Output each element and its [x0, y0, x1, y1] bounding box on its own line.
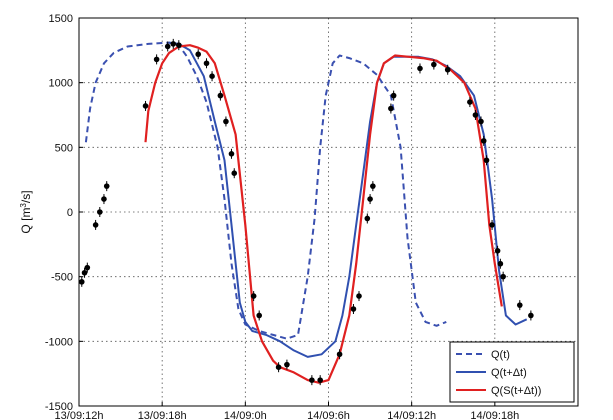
observation-point — [417, 65, 423, 72]
y-tick-label: 1000 — [49, 78, 73, 90]
observation-point — [228, 151, 235, 157]
x-tick-label: 14/09:6h — [307, 410, 350, 420]
x-axis: 13/09:12h 13/09:18h 14/09:0h 14/09:6h 14/09:… — [55, 402, 519, 420]
series-line-2 — [144, 44, 503, 384]
observation-point — [256, 312, 262, 319]
x-tick-label: 14/09:0h — [224, 410, 267, 420]
legend-label: Q(S(t+Δt)) — [491, 385, 541, 397]
observation-point — [170, 41, 177, 47]
observation-point — [431, 61, 437, 68]
observation-point — [275, 364, 282, 371]
observation-point — [390, 92, 397, 99]
observation-point — [309, 377, 315, 383]
observation-point — [96, 209, 103, 215]
observation-point — [494, 248, 501, 254]
series-layer — [78, 38, 534, 386]
observation-markers — [78, 38, 534, 386]
y-axis-label-prefix: Q [m — [19, 208, 33, 234]
observation-point — [317, 377, 323, 383]
observation-point — [84, 264, 91, 271]
observation-point — [103, 183, 110, 189]
observation-point — [356, 293, 362, 299]
observation-point — [350, 306, 357, 312]
observation-point — [223, 118, 229, 125]
observation-point — [142, 103, 149, 109]
observation-point — [480, 138, 487, 144]
observation-point — [364, 215, 371, 222]
observation-point — [367, 196, 373, 202]
observation-point — [388, 105, 394, 112]
observation-point — [528, 312, 534, 319]
y-tick-label: 500 — [55, 142, 73, 154]
observation-point — [203, 60, 210, 67]
x-tick-label: 14/09:12h — [387, 410, 436, 420]
observation-point — [231, 170, 238, 176]
observation-point — [489, 222, 495, 228]
observation-point — [472, 112, 479, 118]
observation-point — [483, 157, 490, 164]
observation-point — [478, 118, 484, 125]
observation-point — [336, 351, 343, 358]
observation-point — [209, 73, 215, 79]
series-line-0 — [84, 41, 447, 340]
y-axis-label-suffix: /s] — [19, 190, 33, 203]
x-tick-label: 14/09:18h — [470, 410, 519, 420]
observation-point — [370, 183, 376, 189]
y-tick-label: 1500 — [49, 13, 73, 25]
observation-point — [217, 92, 224, 99]
y-tick-label: -1500 — [45, 401, 73, 413]
y-axis-label-sup: 3 — [19, 203, 28, 208]
observation-point — [500, 273, 506, 280]
observation-point — [284, 361, 290, 368]
observation-point — [444, 66, 451, 73]
x-tick-label: 13/09:12h — [55, 410, 104, 420]
y-tick-label: -500 — [51, 272, 73, 284]
series-line-1 — [168, 41, 528, 358]
observation-point — [81, 269, 88, 276]
y-tick-label: -1000 — [45, 336, 73, 348]
observation-point — [250, 293, 257, 299]
observation-point — [497, 260, 504, 267]
legend: Q(t) Q(t+Δt) Q(S(t+Δt)) — [449, 341, 575, 403]
y-tick-label: 0 — [67, 207, 73, 219]
y-axis-label: Q [m3/s] — [19, 190, 34, 233]
observation-point — [101, 196, 107, 202]
observation-point — [516, 302, 523, 308]
legend-label: Q(t+Δt) — [491, 367, 527, 379]
observation-point — [176, 42, 182, 48]
observation-point — [153, 56, 160, 63]
x-tick-label: 13/09:18h — [138, 410, 187, 420]
observation-point — [78, 279, 85, 285]
y-axis: -1500 -1000 -500 0 500 1000 1500 — [45, 13, 83, 413]
legend-label: Q(t) — [491, 349, 510, 361]
observation-point — [467, 99, 473, 105]
observation-point — [92, 222, 99, 228]
observation-point — [164, 43, 171, 50]
observation-point — [195, 51, 202, 58]
